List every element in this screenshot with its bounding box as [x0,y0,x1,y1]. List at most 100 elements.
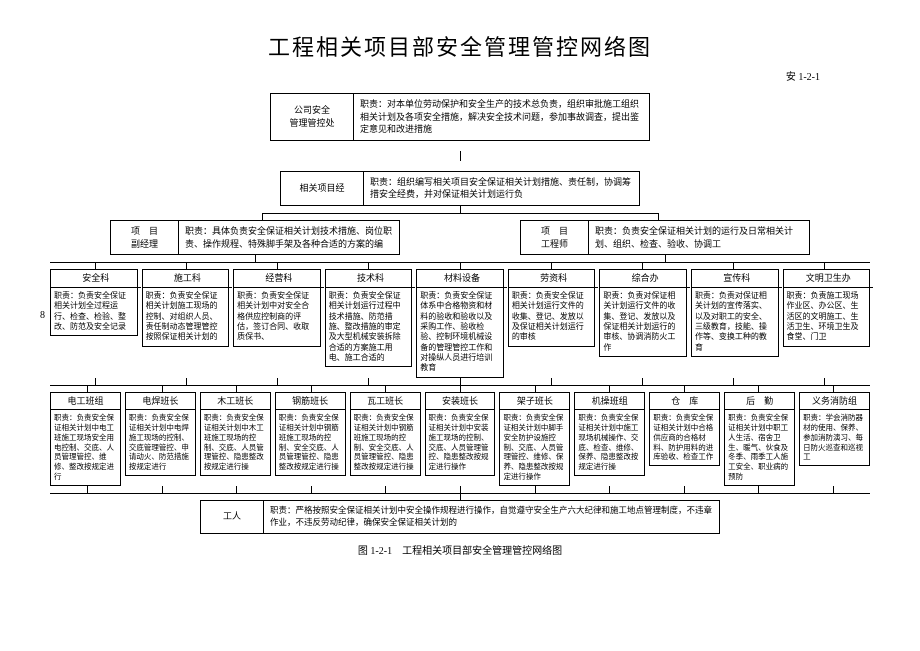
team-desc: 职责：负责安全保证相关计划中电工班施工现场安全用电控制、交底、人员管理管控、维修… [51,410,120,484]
dept-label: 经营科 [234,270,324,288]
node-desc: 职责：组织编写相关项目安全保证相关计划措施、责任制，协调筹措安全经费，并对保证相… [364,172,639,205]
node-label: 工人 [201,501,264,533]
worker-row: 工人 职责：严格按照安全保证相关计划中安全操作规程进行操作，自觉遵守安全生产六大… [40,500,880,534]
team-desc: 职责：负责安全保证相关计划中电焊施工现场的控制、交底管理管控、申请动火、防范措施… [126,410,195,475]
dept-item: 施工科职责：负责安全保证相关计划施工现场的控制、对组织人员、责任制动态管理管控按… [142,269,230,378]
dept-item: 劳资科职责：负责安全保证相关计划运行文件的收集、登记、发放以及保证相关计划运行的… [508,269,596,378]
team-desc: 职责：负责安全保证相关计划中脚手安全防护设施控制、交底、人员管理管控、维修、保养… [500,410,569,484]
dept-label: 综合办 [600,270,690,288]
team-desc: 职责：负责安全保证相关计划中木工班施工现场的控制、交底、人员管理管控、隐患整改按… [201,410,270,475]
team-label: 仓 库 [650,393,719,411]
dept-label: 宣传科 [692,270,782,288]
team-label: 后 勤 [725,393,794,411]
team-desc: 职责：负责安全保证相关计划中职工人生活、宿舍卫生、暖气、伙食及冬季、雨季工人施工… [725,410,794,484]
team-node: 义务消防组职责：学会消防器材的使用、保养、参加消防演习、每日防火巡查和巡视工 [799,392,870,466]
team-node: 后 勤职责：负责安全保证相关计划中职工人生活、宿舍卫生、暖气、伙食及冬季、雨季工… [724,392,795,486]
team-label: 机操班组 [575,393,644,411]
node-desc: 职责：严格按照安全保证相关计划中安全操作规程进行操作，自觉遵守安全生产六大纪律和… [264,501,719,533]
dept-node: 劳资科职责：负责安全保证相关计划运行文件的收集、登记、发放以及保证相关计划运行的… [508,269,596,347]
node-label: 公司安全 管理管控处 [271,94,354,140]
team-label: 安装班长 [426,393,495,411]
page-number: 8 [40,310,45,321]
dept-desc: 职责：负责安全保证相关计划中对安全合格供应控制商的评估，签订合同、收取质保书、 [234,288,320,346]
team-node: 钢筋班长职责：负责安全保证相关计划中钢筋班施工现场的控制、安全交底、人员管理管控… [275,392,346,476]
team-item: 钢筋班长职责：负责安全保证相关计划中钢筋班施工现场的控制、安全交底、人员管理管控… [275,392,346,486]
node-project-manager: 相关项目经 职责：组织编写相关项目安全保证相关计划措施、责任制，协调筹措安全经费… [280,171,640,206]
team-node: 架子班长职责：负责安全保证相关计划中脚手安全防护设施控制、交底、人员管理管控、维… [499,392,570,486]
dept-node: 安全科职责：负责安全保证相关计划全过程运行、检查、检验、整改、防范及安全记录 [50,269,138,336]
dept-node: 文明卫生办职责：负责施工现场作业区、办公区、生活区的文明施工、生活卫生、环境卫生… [783,269,871,347]
dept-desc: 职责：负责安全保证相关计划施工现场的控制、对组织人员、责任制动态管理管控按照保证… [143,288,229,346]
team-desc: 职责：负责安全保证相关计划中施工现场机械操作、交底、检查、维修、保养、隐患整改按… [575,410,644,475]
dept-label: 技术科 [326,270,416,288]
team-item: 架子班长职责：负责安全保证相关计划中脚手安全防护设施控制、交底、人员管理管控、维… [499,392,570,486]
team-node: 电焊班长职责：负责安全保证相关计划中电焊施工现场的控制、交底管理管控、申请动火、… [125,392,196,476]
team-desc: 职责：负责安全保证相关计划中钢筋班施工现场的控制、安全交底、人员管理管控、隐患整… [351,410,420,475]
dept-node: 宣传科职责：负责对保证相关计划的宣传落实、以及对职工的安全、三级教育，技能、操作… [691,269,779,357]
dept-desc: 职责：负责安全保证相关计划运行文件的收集、登记、发放以及保证相关计划运行的审核 [509,288,595,346]
dept-item: 文明卫生办职责：负责施工现场作业区、办公区、生活区的文明施工、生活卫生、环境卫生… [783,269,871,378]
dept-label: 施工科 [143,270,233,288]
dept-item: 安全科职责：负责安全保证相关计划全过程运行、检查、检验、整改、防范及安全记录 [50,269,138,378]
team-label: 电焊班长 [126,393,195,411]
team-label: 瓦工班长 [351,393,420,411]
team-label: 木工班长 [201,393,270,411]
dept-label: 材料设备 [417,270,507,288]
managers-row: 项 目 副经理 职责：具体负责安全保证相关计划技术措施、岗位职责、操作规程、特殊… [40,220,880,255]
team-item: 电工班组职责：负责安全保证相关计划中电工班施工现场安全用电控制、交底、人员管理管… [50,392,121,486]
team-node: 木工班长职责：负责安全保证相关计划中木工班施工现场的控制、交底、人员管理管控、隐… [200,392,271,476]
dept-desc: 职责：负责施工现场作业区、办公区、生活区的文明施工、生活卫生、环境卫生及食堂、门… [784,288,870,346]
team-item: 安装班长职责：负责安全保证相关计划中安装施工现场的控制、交底、人员管理管控、隐患… [425,392,496,486]
dept-item: 经营科职责：负责安全保证相关计划中对安全合格供应控制商的评估，签订合同、收取质保… [233,269,321,378]
team-desc: 职责：负责安全保证相关计划中钢筋班施工现场的控制、安全交底、人员管理管控、隐患整… [276,410,345,475]
node-company-safety: 公司安全 管理管控处 职责：对本单位劳动保护和安全生产的技术总负责，组织审批施工… [270,93,650,141]
team-node: 机操班组职责：负责安全保证相关计划中施工现场机械操作、交底、检查、维修、保养、隐… [574,392,645,476]
dept-node: 施工科职责：负责安全保证相关计划施工现场的控制、对组织人员、责任制动态管理管控按… [142,269,230,347]
team-node: 仓 库职责：负责安全保证相关计划中合格供应商的合格材料、防护用料的进库验收、检查… [649,392,720,466]
node-label: 项 目 副经理 [111,221,179,254]
team-item: 义务消防组职责：学会消防器材的使用、保养、参加消防演习、每日防火巡查和巡视工 [799,392,870,486]
team-desc: 职责：学会消防器材的使用、保养、参加消防演习、每日防火巡查和巡视工 [800,410,869,465]
node-desc: 职责：具体负责安全保证相关计划技术措施、岗位职责、操作规程、特殊脚手架及各种合适… [179,221,399,254]
dept-item: 技术科职责：负责安全保证相关计划运行过程中技术措施、防范措施、整改措施的审定及大… [325,269,413,378]
node-deputy-manager: 项 目 副经理 职责：具体负责安全保证相关计划技术措施、岗位职责、操作规程、特殊… [110,220,400,255]
node-project-engineer: 项 目 工程师 职责：负责安全保证相关计划的运行及日常相关计划、组织、检查、验收… [520,220,810,255]
team-item: 电焊班长职责：负责安全保证相关计划中电焊施工现场的控制、交底管理管控、申请动火、… [125,392,196,486]
dept-desc: 职责：负责安全保证相关计划全过程运行、检查、检验、整改、防范及安全记录 [51,288,137,336]
node-desc: 职责：负责安全保证相关计划的运行及日常相关计划、组织、检查、验收、协调工 [589,221,809,254]
team-item: 仓 库职责：负责安全保证相关计划中合格供应商的合格材料、防护用料的进库验收、检查… [649,392,720,486]
team-item: 木工班长职责：负责安全保证相关计划中木工班施工现场的控制、交底、人员管理管控、隐… [200,392,271,486]
figure-caption: 图 1-2-1 工程相关项目部安全管理管控网络图 [40,542,880,557]
node-label: 相关项目经 [281,172,364,205]
team-node: 安装班长职责：负责安全保证相关计划中安装施工现场的控制、交底、人员管理管控、隐患… [425,392,496,476]
departments-row: 安全科职责：负责安全保证相关计划全过程运行、检查、检验、整改、防范及安全记录施工… [40,269,880,378]
team-node: 电工班组职责：负责安全保证相关计划中电工班施工现场安全用电控制、交底、人员管理管… [50,392,121,486]
team-node: 瓦工班长职责：负责安全保证相关计划中钢筋班施工现场的控制、安全交底、人员管理管控… [350,392,421,476]
dept-node: 技术科职责：负责安全保证相关计划运行过程中技术措施、防范措施、整改措施的审定及大… [325,269,413,367]
node-label: 项 目 工程师 [521,221,589,254]
dept-node: 经营科职责：负责安全保证相关计划中对安全合格供应控制商的评估，签订合同、收取质保… [233,269,321,347]
dept-label: 劳资科 [509,270,599,288]
node-desc: 职责：对本单位劳动保护和安全生产的技术总负责，组织审批施工组织相关计划及各项安全… [354,94,649,140]
team-desc: 职责：负责安全保证相关计划中安装施工现场的控制、交底、人员管理管控、隐患整改按规… [426,410,495,475]
dept-item: 宣传科职责：负责对保证相关计划的宣传落实、以及对职工的安全、三级教育，技能、操作… [691,269,779,378]
dept-desc: 职责：负责对保证相关计划运行文件的收集、登记、发放以及保证相关计划运行的审核、协… [600,288,686,356]
dept-label: 文明卫生办 [784,270,874,288]
dept-desc: 职责：负责安全保证体系中合格物资和材料的验收和验收以及采购工作、验收检验、控制环… [417,288,503,377]
page-title: 工程相关项目部安全管理管控网络图 [40,30,880,62]
dept-node: 材料设备职责：负责安全保证体系中合格物资和材料的验收和验收以及采购工作、验收检验… [416,269,504,378]
dept-desc: 职责：负责安全保证相关计划运行过程中技术措施、防范措施、整改措施的审定及大型机械… [326,288,412,367]
dept-desc: 职责：负责对保证相关计划的宣传落实、以及对职工的安全、三级教育，技能、操作等、变… [692,288,778,356]
dept-node: 综合办职责：负责对保证相关计划运行文件的收集、登记、发放以及保证相关计划运行的审… [599,269,687,357]
doc-code: 安 1-2-1 [40,68,880,83]
teams-row: 电工班组职责：负责安全保证相关计划中电工班施工现场安全用电控制、交底、人员管理管… [40,392,880,486]
node-worker: 工人 职责：严格按照安全保证相关计划中安全操作规程进行操作，自觉遵守安全生产六大… [200,500,720,534]
team-item: 机操班组职责：负责安全保证相关计划中施工现场机械操作、交底、检查、维修、保养、隐… [574,392,645,486]
team-label: 钢筋班长 [276,393,345,411]
team-item: 后 勤职责：负责安全保证相关计划中职工人生活、宿舍卫生、暖气、伙食及冬季、雨季工… [724,392,795,486]
team-label: 架子班长 [500,393,569,411]
dept-label: 安全科 [51,270,141,288]
dept-item: 材料设备职责：负责安全保证体系中合格物资和材料的验收和验收以及采购工作、验收检验… [416,269,504,378]
dept-item: 综合办职责：负责对保证相关计划运行文件的收集、登记、发放以及保证相关计划运行的审… [599,269,687,378]
team-label: 电工班组 [51,393,120,411]
